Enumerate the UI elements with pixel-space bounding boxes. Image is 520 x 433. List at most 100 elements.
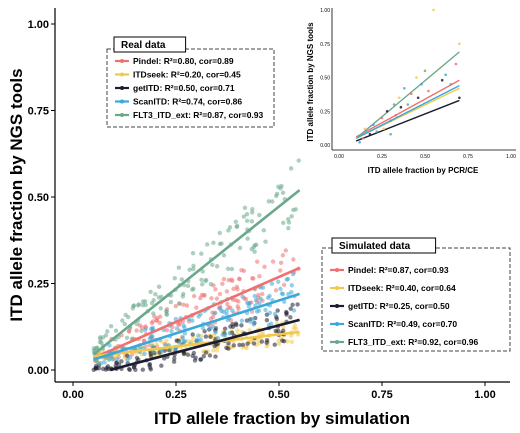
data-point — [274, 316, 280, 322]
data-point — [213, 354, 218, 359]
data-point — [285, 339, 290, 344]
data-point — [171, 359, 177, 364]
data-point — [281, 220, 286, 226]
data-point — [151, 311, 156, 316]
data-point — [281, 328, 286, 334]
data-point — [276, 279, 281, 284]
data-point — [207, 353, 213, 358]
data-point — [134, 355, 140, 361]
simulated-data-legend-swatch-dot — [335, 268, 339, 272]
inset-y-tick-label: 0.75 — [320, 42, 330, 48]
data-point — [278, 286, 283, 292]
data-point — [185, 352, 191, 357]
data-point — [191, 263, 196, 268]
simulated-data-legend-entry: ScanITD: R²=0.49, cor=0.70 — [348, 319, 457, 329]
data-point — [245, 218, 250, 224]
data-point — [236, 299, 241, 304]
inset-data-point — [394, 114, 398, 117]
data-point — [214, 264, 220, 269]
data-point — [209, 296, 214, 301]
data-point — [126, 366, 132, 372]
inset-data-point — [458, 96, 461, 100]
data-point — [264, 337, 270, 343]
data-point — [122, 321, 127, 327]
data-point — [114, 357, 120, 362]
data-point — [196, 333, 201, 338]
data-point — [252, 293, 258, 299]
data-point — [141, 338, 147, 343]
data-point — [263, 239, 268, 244]
data-point — [249, 219, 255, 224]
data-point — [99, 340, 104, 345]
inset-data-point — [385, 109, 389, 113]
data-point — [236, 306, 241, 311]
real-data-legend-swatch-dot — [120, 72, 124, 77]
data-point — [247, 327, 252, 333]
inset-regression-line — [355, 79, 460, 138]
real-data-legend-entry: ScanITD: R²=0.74, cor=0.86 — [133, 97, 242, 107]
inset-data-point — [416, 96, 420, 100]
data-point — [103, 333, 109, 338]
data-point — [164, 328, 170, 333]
real-data-legend-entry: Pindel: R²=0.80, cor=0.89 — [133, 56, 234, 66]
data-point — [288, 306, 293, 311]
data-point — [199, 251, 204, 256]
real-data-legend-swatch-dot — [120, 86, 124, 90]
real-data-legend-entry: getITD: R²=0.50, cor=0.71 — [133, 83, 235, 93]
data-point — [286, 291, 291, 297]
data-point — [288, 166, 294, 171]
data-point — [227, 225, 233, 230]
real-data-legend-title: Real data — [121, 40, 166, 51]
regression-line — [92, 189, 301, 356]
data-point — [131, 303, 137, 308]
data-point — [224, 289, 230, 294]
inset-x-tick-label: 0.75 — [463, 154, 473, 160]
data-point — [244, 345, 249, 351]
data-point — [257, 212, 262, 218]
data-point — [164, 309, 169, 314]
simulated-data-legend-title: Simulated data — [339, 241, 411, 252]
real-data-legend-entry: ITDseek: R²=0.20, cor=0.45 — [133, 70, 241, 80]
data-point — [221, 253, 227, 258]
main-plot: 0.00 0.25 0.50 0.75 1.00 0.00 0.25 0.50 0.75 1.00… — [7, 8, 510, 428]
data-point — [291, 257, 296, 262]
data-point — [221, 276, 227, 282]
data-point — [213, 330, 218, 335]
data-point — [229, 277, 234, 282]
data-point — [229, 266, 235, 272]
regression-line — [93, 330, 300, 358]
data-point — [108, 324, 114, 329]
data-point — [211, 240, 216, 245]
data-point — [190, 332, 195, 337]
data-point — [173, 303, 179, 309]
data-point — [203, 350, 209, 355]
data-point — [270, 259, 276, 264]
data-point — [260, 291, 265, 297]
data-point — [293, 207, 299, 212]
inset-x-tick-label: 0.50 — [420, 154, 430, 160]
data-point — [272, 342, 277, 347]
inset-data-point — [363, 127, 367, 131]
data-point — [281, 325, 286, 330]
data-point — [131, 365, 137, 370]
data-point — [106, 366, 111, 372]
data-point — [106, 357, 112, 362]
data-point — [273, 288, 279, 293]
real-data-legend-entry: FLT3_ITD_ext: R²=0.87, cor=0.93 — [133, 110, 264, 120]
data-point — [200, 282, 205, 287]
data-point — [208, 316, 214, 321]
y-tick-label: 0.00 — [28, 365, 49, 377]
data-point — [288, 333, 294, 339]
data-point — [267, 310, 273, 316]
data-point — [258, 296, 263, 301]
data-point — [220, 281, 225, 287]
legends: Real data Pindel: R²=0.80, cor=0.89 ITDsee… — [106, 36, 511, 352]
inset-data-point — [427, 89, 430, 93]
data-point — [269, 199, 275, 204]
data-point — [278, 268, 283, 273]
data-point — [181, 291, 186, 297]
data-point — [194, 305, 199, 310]
data-point — [259, 339, 265, 344]
data-point — [177, 322, 182, 328]
